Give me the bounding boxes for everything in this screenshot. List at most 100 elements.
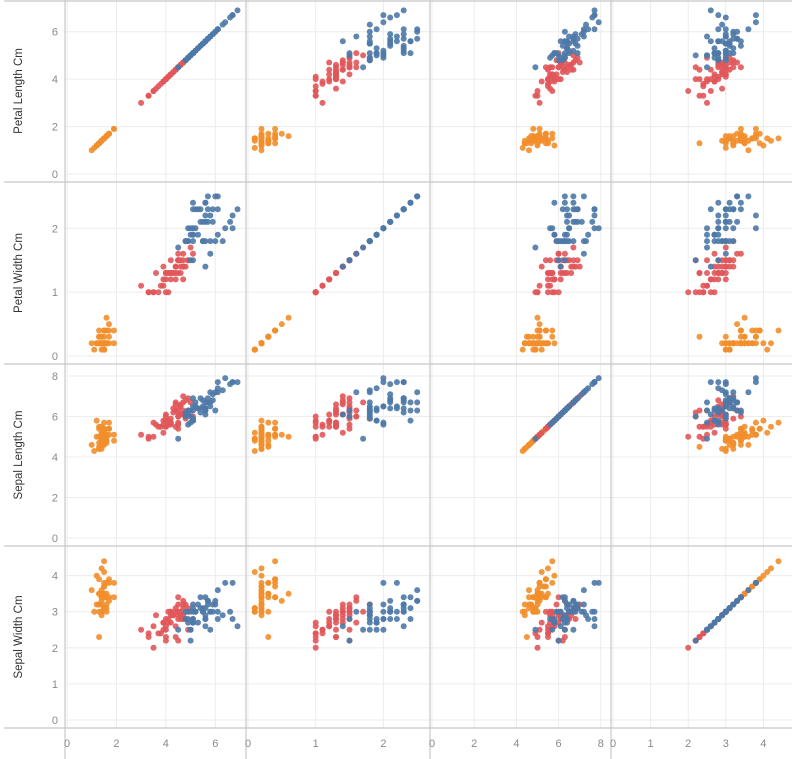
data-point-iris-virginica	[400, 409, 407, 416]
data-point-iris-versicolor	[346, 64, 353, 71]
data-point-iris-versicolor	[346, 399, 353, 406]
data-point-iris-virginica	[561, 626, 568, 633]
data-point-iris-versicolor	[722, 263, 729, 270]
data-point-iris-virginica	[719, 612, 726, 619]
data-point-iris-virginica	[202, 218, 209, 225]
data-point-iris-setosa	[258, 125, 265, 132]
x-tick-label: 0	[64, 738, 70, 750]
data-point-iris-versicolor	[177, 608, 184, 615]
data-point-iris-setosa	[285, 314, 292, 321]
data-point-iris-virginica	[547, 54, 554, 61]
data-point-iris-virginica	[566, 608, 573, 615]
data-point-iris-setosa	[265, 608, 272, 615]
data-point-iris-virginica	[726, 42, 733, 49]
data-point-iris-virginica	[715, 421, 722, 428]
data-point-iris-versicolor	[704, 257, 710, 264]
data-point-iris-virginica	[366, 616, 373, 622]
data-point-iris-setosa	[696, 443, 703, 450]
data-point-iris-setosa	[526, 587, 532, 594]
data-point-iris-virginica	[715, 407, 722, 414]
data-point-iris-setosa	[737, 125, 744, 132]
data-point-iris-virginica	[393, 608, 400, 615]
data-point-iris-versicolor	[339, 608, 346, 615]
data-point-iris-versicolor	[696, 634, 703, 640]
data-point-iris-virginica	[346, 637, 353, 644]
data-point-iris-setosa	[272, 431, 279, 438]
data-point-iris-setosa	[523, 634, 530, 640]
data-point-iris-setosa	[521, 608, 528, 615]
data-point-iris-setosa	[103, 590, 110, 597]
data-point-iris-virginica	[715, 616, 722, 622]
y-tick-label: 6	[52, 412, 58, 424]
data-point-iris-virginica	[595, 19, 602, 26]
data-point-iris-virginica	[380, 12, 387, 19]
data-point-iris-virginica	[366, 40, 373, 47]
data-point-iris-versicolor	[339, 61, 346, 68]
data-point-iris-virginica	[387, 381, 394, 388]
data-point-iris-setosa	[756, 576, 763, 583]
data-point-iris-virginica	[704, 244, 710, 251]
data-point-iris-setosa	[538, 569, 545, 575]
data-point-iris-setosa	[265, 130, 272, 137]
data-point-iris-versicolor	[353, 594, 360, 601]
data-point-iris-virginica	[346, 257, 353, 264]
data-point-iris-virginica	[400, 379, 407, 386]
data-point-iris-virginica	[722, 212, 729, 219]
data-point-iris-virginica	[711, 619, 718, 626]
data-point-iris-setosa	[265, 137, 272, 144]
data-point-iris-virginica	[561, 199, 568, 206]
data-point-iris-virginica	[752, 212, 759, 219]
x-tick-label: 2	[471, 738, 477, 750]
data-point-iris-virginica	[197, 409, 204, 416]
data-point-iris-setosa	[251, 605, 258, 612]
data-point-iris-virginica	[557, 263, 564, 270]
data-point-iris-versicolor	[145, 433, 152, 440]
data-point-iris-versicolor	[312, 423, 319, 430]
data-point-iris-virginica	[346, 413, 353, 420]
data-point-iris-versicolor	[160, 429, 167, 436]
data-point-iris-versicolor	[153, 612, 159, 619]
data-point-iris-setosa	[534, 137, 541, 144]
data-point-iris-virginica	[715, 225, 722, 232]
data-point-iris-setosa	[101, 558, 108, 565]
data-point-iris-virginica	[715, 57, 722, 64]
data-point-iris-setosa	[775, 135, 782, 142]
data-point-iris-setosa	[111, 579, 117, 586]
data-point-iris-setosa	[768, 423, 774, 430]
data-point-iris-setosa	[752, 125, 759, 132]
x-tick-label: 2	[113, 738, 119, 750]
data-point-iris-virginica	[570, 238, 577, 245]
data-point-iris-versicolor	[696, 407, 703, 414]
data-point-iris-setosa	[98, 137, 105, 144]
data-point-iris-versicolor	[150, 623, 157, 630]
data-point-iris-virginica	[722, 206, 729, 213]
data-point-iris-setosa	[272, 594, 279, 601]
data-point-iris-virginica	[182, 608, 189, 615]
data-point-iris-versicolor	[346, 59, 353, 66]
data-point-iris-versicolor	[547, 257, 554, 264]
data-point-iris-virginica	[185, 421, 192, 428]
data-point-iris-virginica	[570, 206, 577, 213]
data-point-iris-setosa	[258, 137, 265, 144]
data-point-iris-virginica	[414, 407, 421, 414]
data-point-iris-virginica	[414, 597, 421, 604]
data-point-iris-setosa	[764, 429, 771, 436]
data-point-iris-setosa	[752, 431, 759, 438]
data-point-iris-versicolor	[339, 429, 346, 436]
data-point-iris-virginica	[387, 218, 394, 225]
data-point-iris-virginica	[704, 64, 710, 71]
data-point-iris-virginica	[175, 64, 182, 71]
data-point-iris-setosa	[272, 140, 279, 147]
data-point-iris-virginica	[229, 212, 236, 219]
data-point-iris-virginica	[704, 626, 710, 633]
data-point-iris-virginica	[207, 389, 214, 396]
data-point-iris-virginica	[207, 608, 214, 615]
data-point-iris-virginica	[704, 33, 710, 40]
data-point-iris-setosa	[530, 608, 537, 615]
data-point-iris-virginica	[222, 375, 229, 382]
data-point-iris-setosa	[741, 133, 748, 140]
data-point-iris-virginica	[393, 12, 400, 19]
data-point-iris-versicolor	[534, 644, 541, 651]
data-point-iris-virginica	[366, 405, 373, 412]
data-point-iris-virginica	[719, 21, 726, 28]
